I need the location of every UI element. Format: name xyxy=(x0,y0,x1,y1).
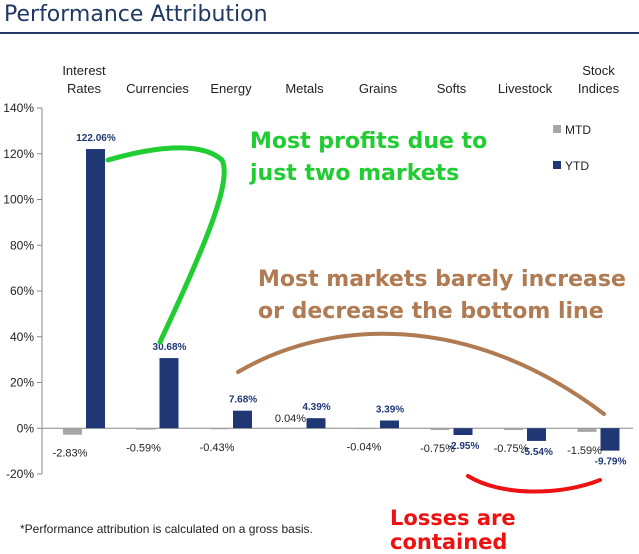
y-tick-label: 40% xyxy=(10,330,34,344)
y-tick-label: 0% xyxy=(17,421,35,435)
y-tick-label: 120% xyxy=(3,147,34,161)
y-tick-label: 60% xyxy=(10,284,34,298)
markets-annotation-line-2: or decrease the bottom line xyxy=(258,299,604,324)
mtd-data-label: 0.04% xyxy=(275,413,306,425)
profits-annotation: Most profits due to just two markets xyxy=(250,126,510,190)
footnote: *Performance attribution is calculated o… xyxy=(20,522,313,536)
mtd-data-label: -0.04% xyxy=(347,441,382,453)
ytd-data-label: 30.68% xyxy=(153,342,187,353)
mtd-bar xyxy=(63,428,82,435)
category-label: Livestock xyxy=(498,81,553,96)
mtd-bar xyxy=(504,428,523,430)
profits-annotation-line-1: Most profits due to xyxy=(250,129,488,154)
ytd-data-label: 4.39% xyxy=(302,402,330,413)
ytd-data-label: 122.06% xyxy=(76,133,116,144)
category-label: Energy xyxy=(210,81,252,96)
performance-chart: -20% 0% 20% 40% 60% 80% 100% 120% 140% Interest R… xyxy=(3,63,633,494)
ytd-data-label: -2.95% xyxy=(448,441,480,452)
category-label: Currencies xyxy=(126,81,189,96)
category-label: Indices xyxy=(578,81,620,96)
mtd-bar xyxy=(357,428,376,430)
mtd-data-label: -0.43% xyxy=(200,442,235,454)
mtd-data-label: -1.59% xyxy=(567,445,602,457)
ytd-bar xyxy=(306,418,326,429)
mtd-data-label: -0.75% xyxy=(494,443,529,455)
profits-arrow-stroke xyxy=(105,145,227,345)
y-tick-label: 100% xyxy=(3,193,34,207)
ytd-bar xyxy=(453,428,473,435)
mtd-data-label: -0.75% xyxy=(420,443,455,455)
profits-annotation-line-2: just two markets xyxy=(250,161,460,186)
category-label: Stock xyxy=(582,63,615,78)
ytd-bar xyxy=(233,410,252,429)
mtd-bar xyxy=(283,428,303,429)
category-label: Softs xyxy=(437,81,467,96)
mtd-data-label: -0.59% xyxy=(126,443,161,455)
legend-ytd-swatch xyxy=(553,161,561,169)
category-label: Metals xyxy=(285,81,324,96)
legend-mtd-swatch xyxy=(553,125,561,133)
legend-mtd-label: MTD xyxy=(565,123,591,137)
legend-ytd-label: YTD xyxy=(565,159,589,173)
y-tick-label: 20% xyxy=(10,376,34,390)
category-label: Interest xyxy=(62,63,106,78)
mtd-data-label: -2.83% xyxy=(53,448,88,460)
mtd-bar xyxy=(136,428,156,430)
y-tick-label: 80% xyxy=(10,238,34,252)
markets-annotation-line-1: Most markets barely increase xyxy=(258,267,626,292)
title-divider xyxy=(0,32,639,34)
category-label: Rates xyxy=(67,81,101,96)
ytd-data-label: 7.68% xyxy=(229,395,257,406)
ytd-bar xyxy=(86,149,105,429)
mtd-bar xyxy=(210,428,229,430)
losses-underline-stroke xyxy=(466,474,602,494)
mtd-bar xyxy=(430,428,450,430)
ytd-bar xyxy=(600,428,620,451)
ytd-data-label: 3.39% xyxy=(376,404,404,415)
ytd-bar xyxy=(380,420,399,429)
markets-annotation: Most markets barely increase or decrease… xyxy=(258,264,638,328)
losses-annotation: Losses are contained xyxy=(390,506,516,554)
y-tick-label: 140% xyxy=(3,101,34,115)
ytd-bar xyxy=(159,358,179,429)
ytd-data-label: -5.54% xyxy=(521,447,553,458)
ytd-data-label: -9.79% xyxy=(595,457,627,468)
category-label: Grains xyxy=(359,81,398,96)
mtd-bar xyxy=(577,428,597,432)
y-tick-label: -20% xyxy=(6,467,34,481)
ytd-bar xyxy=(527,428,546,441)
markets-arc-stroke xyxy=(236,331,606,416)
page-title: Performance Attribution xyxy=(4,2,268,27)
